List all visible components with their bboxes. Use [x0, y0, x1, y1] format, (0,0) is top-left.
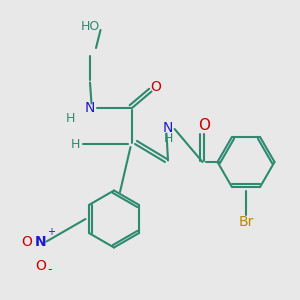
Text: O: O [151, 80, 161, 94]
Text: O: O [198, 118, 210, 134]
Text: N: N [35, 235, 46, 248]
Text: +: + [47, 227, 55, 237]
Text: -: - [48, 263, 52, 276]
Text: O: O [35, 259, 46, 272]
Text: HO: HO [80, 20, 100, 34]
Text: O: O [22, 235, 32, 248]
Text: H: H [163, 131, 173, 145]
Text: Br: Br [238, 215, 254, 229]
Text: N: N [163, 121, 173, 134]
Text: H: H [66, 112, 75, 125]
Text: N: N [85, 101, 95, 115]
Text: H: H [70, 137, 80, 151]
